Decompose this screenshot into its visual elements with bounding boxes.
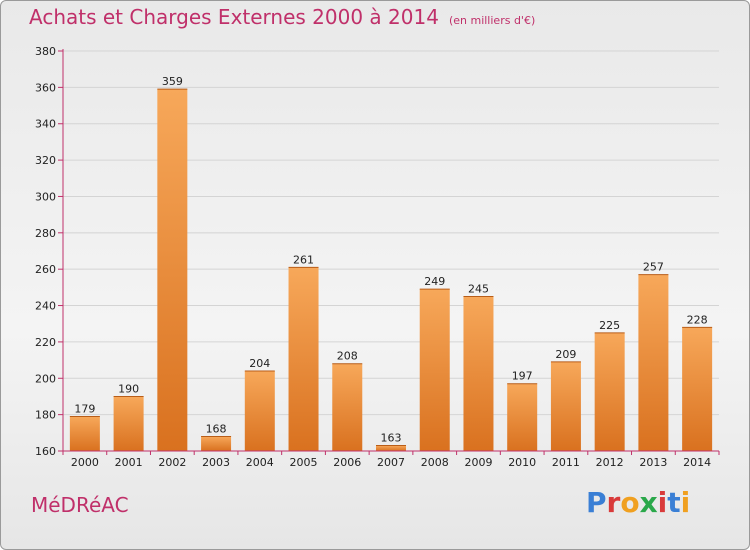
logo-letter: P	[586, 486, 607, 519]
y-tick-label: 260	[35, 263, 56, 276]
chart-title: Achats et Charges Externes 2000 à 2014 (e…	[29, 5, 535, 29]
x-tick-label: 2013	[639, 456, 667, 469]
x-tick-label: 2000	[71, 456, 99, 469]
bar	[682, 327, 713, 451]
logo-letter: r	[606, 486, 621, 519]
y-tick-label: 180	[35, 409, 56, 422]
y-tick-label: 320	[35, 154, 56, 167]
bar	[550, 361, 581, 451]
bar	[332, 363, 363, 451]
x-tick-label: 2005	[290, 456, 318, 469]
data-label: 208	[337, 350, 358, 363]
y-tick-label: 340	[35, 118, 56, 131]
x-tick-label: 2008	[421, 456, 449, 469]
data-label: 204	[249, 357, 270, 370]
data-label: 163	[381, 432, 402, 445]
y-tick-label: 160	[35, 445, 56, 458]
bar	[201, 436, 232, 451]
y-tick-label: 200	[35, 372, 56, 385]
data-label: 228	[687, 313, 708, 326]
data-label: 190	[118, 382, 139, 395]
x-tick-label: 2001	[115, 456, 143, 469]
bar	[288, 267, 319, 451]
y-tick-label: 220	[35, 336, 56, 349]
data-label: 168	[206, 422, 227, 435]
data-label: 179	[74, 402, 95, 415]
commune-name: MéDRéAC	[31, 493, 129, 517]
x-tick-label: 2012	[596, 456, 624, 469]
y-tick-label: 240	[35, 300, 56, 313]
title-main: Achats et Charges Externes 2000 à 2014	[29, 5, 439, 29]
y-tick-label: 380	[35, 45, 56, 58]
data-label: 249	[424, 275, 445, 288]
bar	[376, 445, 406, 451]
data-label: 245	[468, 282, 489, 295]
logo-letter: x	[639, 486, 658, 519]
data-label: 257	[643, 261, 664, 274]
x-tick-label: 2007	[377, 456, 405, 469]
logo-letter: t	[667, 486, 681, 519]
x-tick-label: 2010	[508, 456, 536, 469]
bar	[419, 289, 450, 451]
x-tick-label: 2014	[683, 456, 711, 469]
bar	[69, 416, 100, 451]
bar	[244, 371, 275, 451]
logo-letter: i	[680, 486, 691, 519]
title-unit: (en milliers d'€)	[448, 14, 536, 27]
proxiti-logo: Proxiti	[586, 486, 690, 519]
x-tick-label: 2004	[246, 456, 274, 469]
x-tick-label: 2003	[202, 456, 230, 469]
data-label: 261	[293, 253, 314, 266]
y-tick-label: 360	[35, 81, 56, 94]
logo-letter: o	[620, 486, 640, 519]
data-label: 359	[162, 75, 183, 88]
data-label: 209	[555, 348, 576, 361]
x-tick-label: 2011	[552, 456, 580, 469]
x-tick-label: 2002	[158, 456, 186, 469]
logo-letter: i	[657, 486, 668, 519]
x-tick-label: 2006	[333, 456, 361, 469]
data-label: 197	[512, 370, 533, 383]
y-tick-label: 280	[35, 227, 56, 240]
bar	[113, 396, 144, 451]
bar	[157, 89, 188, 451]
bar	[463, 296, 494, 451]
bar	[638, 274, 669, 451]
bar	[594, 332, 625, 451]
bar	[507, 383, 538, 451]
x-tick-label: 2009	[464, 456, 492, 469]
y-tick-label: 300	[35, 190, 56, 203]
data-label: 225	[599, 319, 620, 332]
